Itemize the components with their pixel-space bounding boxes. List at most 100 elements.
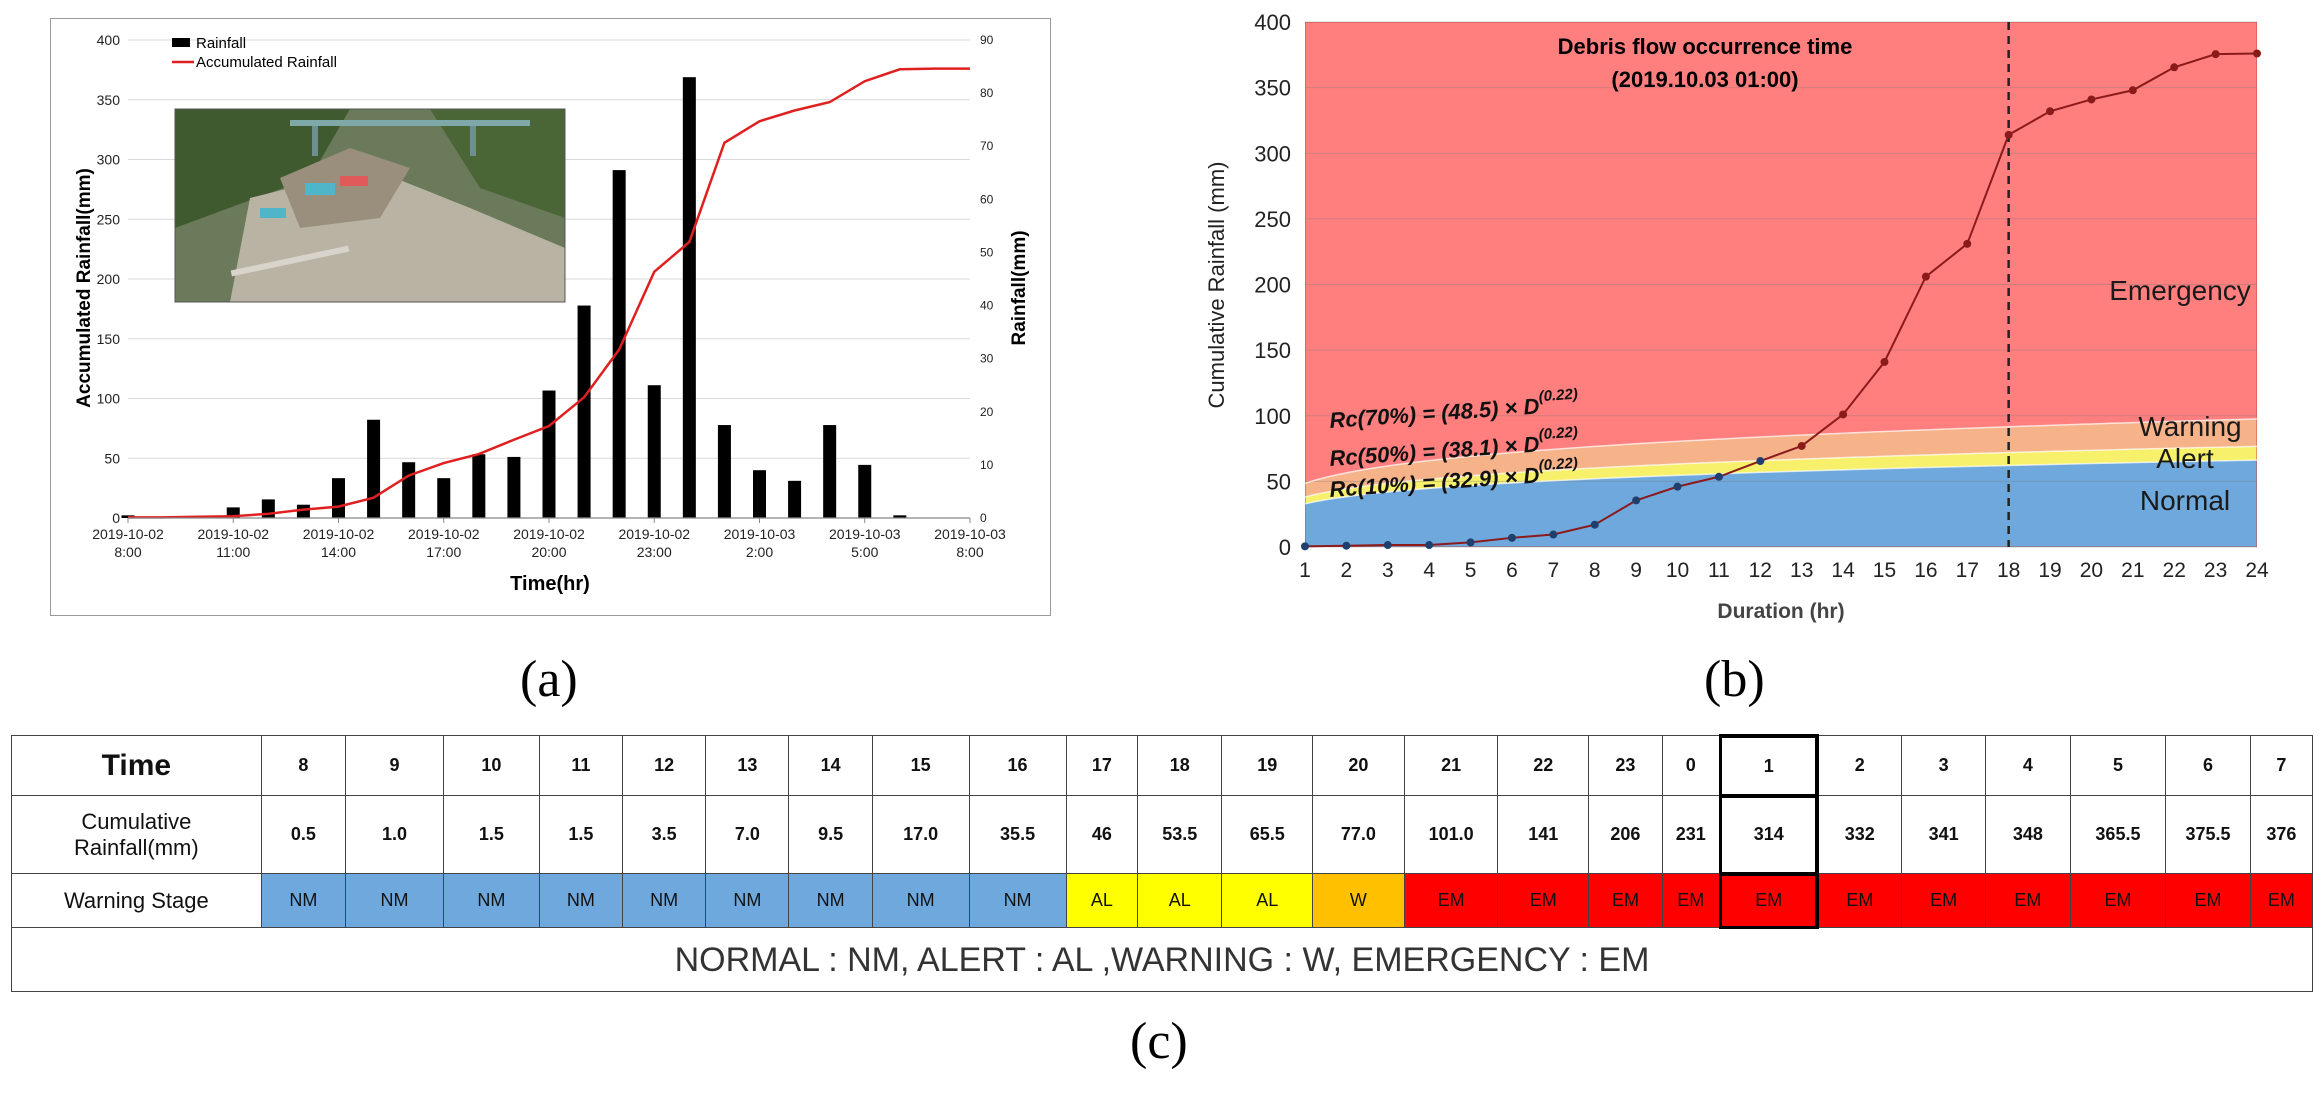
y-tick-left: 0 xyxy=(112,510,120,526)
time-cell: 4 xyxy=(1985,735,2071,796)
cumulative-cell: 1.5 xyxy=(538,795,624,874)
x-tick: 19 xyxy=(2038,559,2061,582)
y-tick-left: 250 xyxy=(97,211,121,227)
x-tick: 12 xyxy=(1749,559,1772,582)
x-tick: 2 xyxy=(1341,559,1353,582)
panel-label-a: (a) xyxy=(520,651,578,708)
time-cell: 5 xyxy=(2069,735,2167,796)
data-point xyxy=(1425,541,1434,550)
stage-cell: EM xyxy=(1718,872,1819,929)
header-time: Time xyxy=(11,735,262,796)
rainfall-bar xyxy=(893,515,907,518)
time-cell: 23 xyxy=(1588,735,1663,796)
y-tick-right: 0 xyxy=(980,511,987,525)
data-point xyxy=(1714,472,1723,481)
stage-cell: NM xyxy=(538,873,624,928)
x-tick: 6 xyxy=(1506,559,1518,582)
x-tick: 15 xyxy=(1873,559,1896,582)
x-tick-label: 2019-10-03 5:00 xyxy=(829,526,901,560)
x-tick: 14 xyxy=(1831,559,1855,582)
y-tick-left: 350 xyxy=(97,92,121,108)
data-point xyxy=(1839,410,1848,419)
chart-b-line xyxy=(1301,49,2261,551)
data-point xyxy=(2170,63,2179,72)
cumulative-cell: 9.5 xyxy=(788,795,873,874)
y-tick-right: 80 xyxy=(980,86,994,100)
rainfall-bar xyxy=(788,480,802,518)
data-point xyxy=(1797,441,1806,450)
y-tick-right: 30 xyxy=(980,352,994,366)
time-cell: 12 xyxy=(622,735,707,796)
x-tick: 11 xyxy=(1708,559,1730,582)
x-tick: 23 xyxy=(2204,559,2227,582)
zone-label-warning: Warning xyxy=(2138,411,2241,442)
time-cell: 20 xyxy=(1312,735,1405,796)
inset-photo xyxy=(174,108,566,303)
data-point xyxy=(2253,49,2261,58)
rainfall-bar xyxy=(682,77,696,518)
stage-cell: EM xyxy=(1661,873,1721,928)
stage-cell: EM xyxy=(2249,873,2314,928)
chart-a: 0 50 100 150 200 250 300 350 400 0 10 20 30 40 50 60 70 8… xyxy=(50,18,1051,616)
chart-a-legend: Rainfall Accumulated Rainfall xyxy=(172,35,337,71)
chart-a-xlabel: Time(hr) xyxy=(510,573,590,595)
chart-b-threshold-curves xyxy=(1304,418,2258,505)
time-cell: 7 xyxy=(2249,735,2314,796)
x-tick-label: 2019-10-03 8:00 xyxy=(934,526,1006,560)
x-tick: 22 xyxy=(2163,559,2186,582)
header-cumulative: Cumulative Rainfall(mm) xyxy=(11,795,262,874)
x-tick: 5 xyxy=(1465,559,1477,582)
data-point xyxy=(1590,520,1599,529)
x-tick-label: 2019-10-02 11:00 xyxy=(197,526,269,560)
y-tick-left: 100 xyxy=(97,391,121,407)
cumulative-cell: 1.5 xyxy=(442,795,540,874)
cumulative-cell: 341 xyxy=(1900,795,1987,874)
x-tick: 13 xyxy=(1790,559,1813,582)
zone-label-normal: Normal xyxy=(2140,485,2230,516)
stage-cell: EM xyxy=(1497,873,1590,928)
time-cell: 3 xyxy=(1900,735,1987,796)
time-cell: 13 xyxy=(705,735,790,796)
x-tick: 8 xyxy=(1589,559,1601,582)
cumulative-cell: 332 xyxy=(1816,795,1902,874)
cumulative-cell: 1.0 xyxy=(344,795,444,874)
annotation-date: (2019.10.03 01:00) xyxy=(1611,67,1798,92)
row-time: Time 8 9 10 11 12 13 14 15 16 17 18 19 20 21 22 23 0 1 2 3 4… xyxy=(11,734,2314,797)
x-tick: 3 xyxy=(1382,559,1394,582)
rainfall-bar xyxy=(647,385,661,518)
time-cell: 22 xyxy=(1497,735,1590,796)
x-tick: 9 xyxy=(1630,559,1642,582)
time-cell: 14 xyxy=(788,735,873,796)
y-tick-right: 60 xyxy=(980,192,994,206)
data-point xyxy=(2046,107,2055,116)
accumulated-line xyxy=(128,67,970,519)
threshold-curve xyxy=(1304,418,2258,485)
y-tick: 0 xyxy=(1279,535,1291,560)
row-legend: NORMAL : NM, ALERT : AL ,WARNING : W, EM… xyxy=(11,927,2313,992)
data-point xyxy=(1301,542,1309,551)
stage-cell: EM xyxy=(1985,873,2071,928)
header-stage: Warning Stage xyxy=(11,873,262,928)
data-point xyxy=(1342,541,1351,550)
y-tick-left: 50 xyxy=(104,450,120,466)
legend-bar-label: Rainfall xyxy=(196,35,246,52)
rainfall-bar xyxy=(402,462,416,518)
y-tick: 350 xyxy=(1254,76,1291,101)
data-point xyxy=(2004,130,2013,139)
time-cell: 15 xyxy=(871,735,970,796)
time-cell: 18 xyxy=(1137,735,1223,796)
rainfall-bar xyxy=(332,478,345,518)
data-point xyxy=(1963,239,1972,248)
stage-cell: NM xyxy=(871,873,970,928)
cumulative-cell: 17.0 xyxy=(871,795,970,874)
time-cell: 8 xyxy=(260,735,346,796)
time-cell: 19 xyxy=(1221,735,1314,796)
cumulative-cell: 206 xyxy=(1588,795,1663,874)
stage-cell: NM xyxy=(705,873,790,928)
y-tick: 150 xyxy=(1254,338,1291,363)
warning-table: Time 8 9 10 11 12 13 14 15 16 17 18 19 20 21 22 23 0 1 2 3 4… xyxy=(11,734,2314,992)
chart-b-xlabel: Duration (hr) xyxy=(1717,600,1844,623)
rainfall-bar xyxy=(296,504,310,518)
x-tick-label: 2019-10-02 8:00 xyxy=(92,526,164,560)
